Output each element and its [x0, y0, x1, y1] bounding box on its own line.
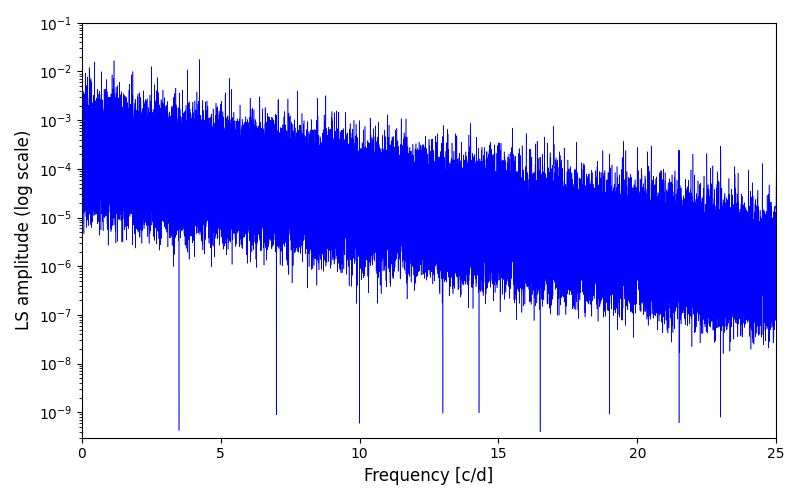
Y-axis label: LS amplitude (log scale): LS amplitude (log scale) [15, 130, 33, 330]
X-axis label: Frequency [c/d]: Frequency [c/d] [364, 467, 494, 485]
